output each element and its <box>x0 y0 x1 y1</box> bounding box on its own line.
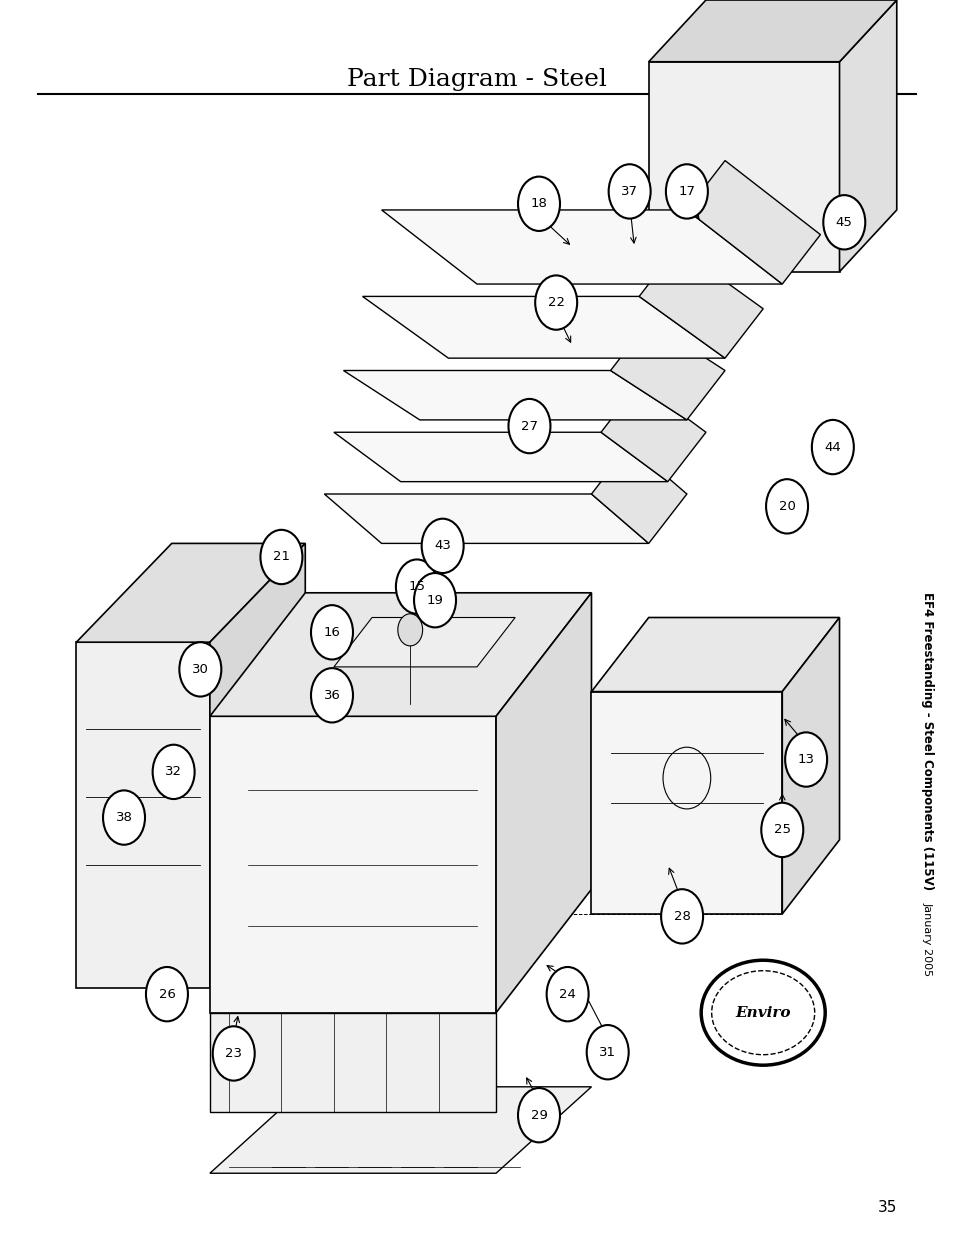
Text: 17: 17 <box>678 185 695 198</box>
Circle shape <box>213 1026 254 1081</box>
Text: 18: 18 <box>530 198 547 210</box>
Text: 28: 28 <box>673 910 690 923</box>
Text: 44: 44 <box>823 441 841 453</box>
Text: 38: 38 <box>115 811 132 824</box>
Text: 19: 19 <box>426 594 443 606</box>
Polygon shape <box>686 161 820 284</box>
Text: 43: 43 <box>434 540 451 552</box>
Circle shape <box>311 605 353 659</box>
Ellipse shape <box>711 971 814 1055</box>
Text: 35: 35 <box>877 1200 896 1215</box>
Circle shape <box>311 668 353 722</box>
Circle shape <box>421 519 463 573</box>
Circle shape <box>586 1025 628 1079</box>
Circle shape <box>760 803 802 857</box>
Text: 45: 45 <box>835 216 852 228</box>
Circle shape <box>260 530 302 584</box>
Circle shape <box>397 614 422 646</box>
Circle shape <box>608 164 650 219</box>
Polygon shape <box>324 494 648 543</box>
Polygon shape <box>496 593 591 1013</box>
Polygon shape <box>362 296 724 358</box>
Polygon shape <box>210 716 496 1013</box>
Text: 30: 30 <box>192 663 209 676</box>
Circle shape <box>660 889 702 944</box>
Circle shape <box>517 177 559 231</box>
Polygon shape <box>210 1013 496 1112</box>
Polygon shape <box>610 321 724 420</box>
Text: 25: 25 <box>773 824 790 836</box>
Polygon shape <box>76 642 210 988</box>
Circle shape <box>179 642 221 697</box>
Text: 26: 26 <box>158 988 175 1000</box>
Text: Enviro: Enviro <box>735 1005 790 1020</box>
Ellipse shape <box>700 961 824 1065</box>
Circle shape <box>784 732 826 787</box>
Polygon shape <box>839 0 896 272</box>
Circle shape <box>665 164 707 219</box>
Polygon shape <box>381 210 781 284</box>
Text: 23: 23 <box>225 1047 242 1060</box>
Text: EF4 Freestanding - Steel Components (115V): EF4 Freestanding - Steel Components (115… <box>920 592 933 890</box>
Polygon shape <box>591 692 781 914</box>
Polygon shape <box>210 1087 591 1173</box>
Text: 29: 29 <box>530 1109 547 1121</box>
Text: 22: 22 <box>547 296 564 309</box>
Circle shape <box>103 790 145 845</box>
Polygon shape <box>210 543 305 988</box>
Polygon shape <box>781 618 839 914</box>
Text: 21: 21 <box>273 551 290 563</box>
Text: 15: 15 <box>408 580 425 593</box>
Text: 31: 31 <box>598 1046 616 1058</box>
Text: 37: 37 <box>620 185 638 198</box>
Circle shape <box>508 399 550 453</box>
Text: Part Diagram - Steel: Part Diagram - Steel <box>347 68 606 90</box>
Polygon shape <box>648 62 839 272</box>
Circle shape <box>535 275 577 330</box>
Polygon shape <box>334 432 667 482</box>
Circle shape <box>152 745 194 799</box>
Circle shape <box>811 420 853 474</box>
Circle shape <box>822 195 864 249</box>
Text: 32: 32 <box>165 766 182 778</box>
Text: 20: 20 <box>778 500 795 513</box>
Circle shape <box>546 967 588 1021</box>
Polygon shape <box>639 247 762 358</box>
Polygon shape <box>648 0 896 62</box>
Polygon shape <box>591 445 686 543</box>
Text: January 2005: January 2005 <box>922 902 931 976</box>
Polygon shape <box>76 543 305 642</box>
Polygon shape <box>343 370 686 420</box>
Polygon shape <box>334 618 515 667</box>
Polygon shape <box>600 383 705 482</box>
Circle shape <box>395 559 437 614</box>
Text: 27: 27 <box>520 420 537 432</box>
Text: 36: 36 <box>323 689 340 701</box>
Polygon shape <box>591 618 839 692</box>
Text: 13: 13 <box>797 753 814 766</box>
Circle shape <box>765 479 807 534</box>
Text: 24: 24 <box>558 988 576 1000</box>
Circle shape <box>414 573 456 627</box>
Circle shape <box>146 967 188 1021</box>
Polygon shape <box>210 593 591 716</box>
Text: 16: 16 <box>323 626 340 638</box>
Circle shape <box>517 1088 559 1142</box>
